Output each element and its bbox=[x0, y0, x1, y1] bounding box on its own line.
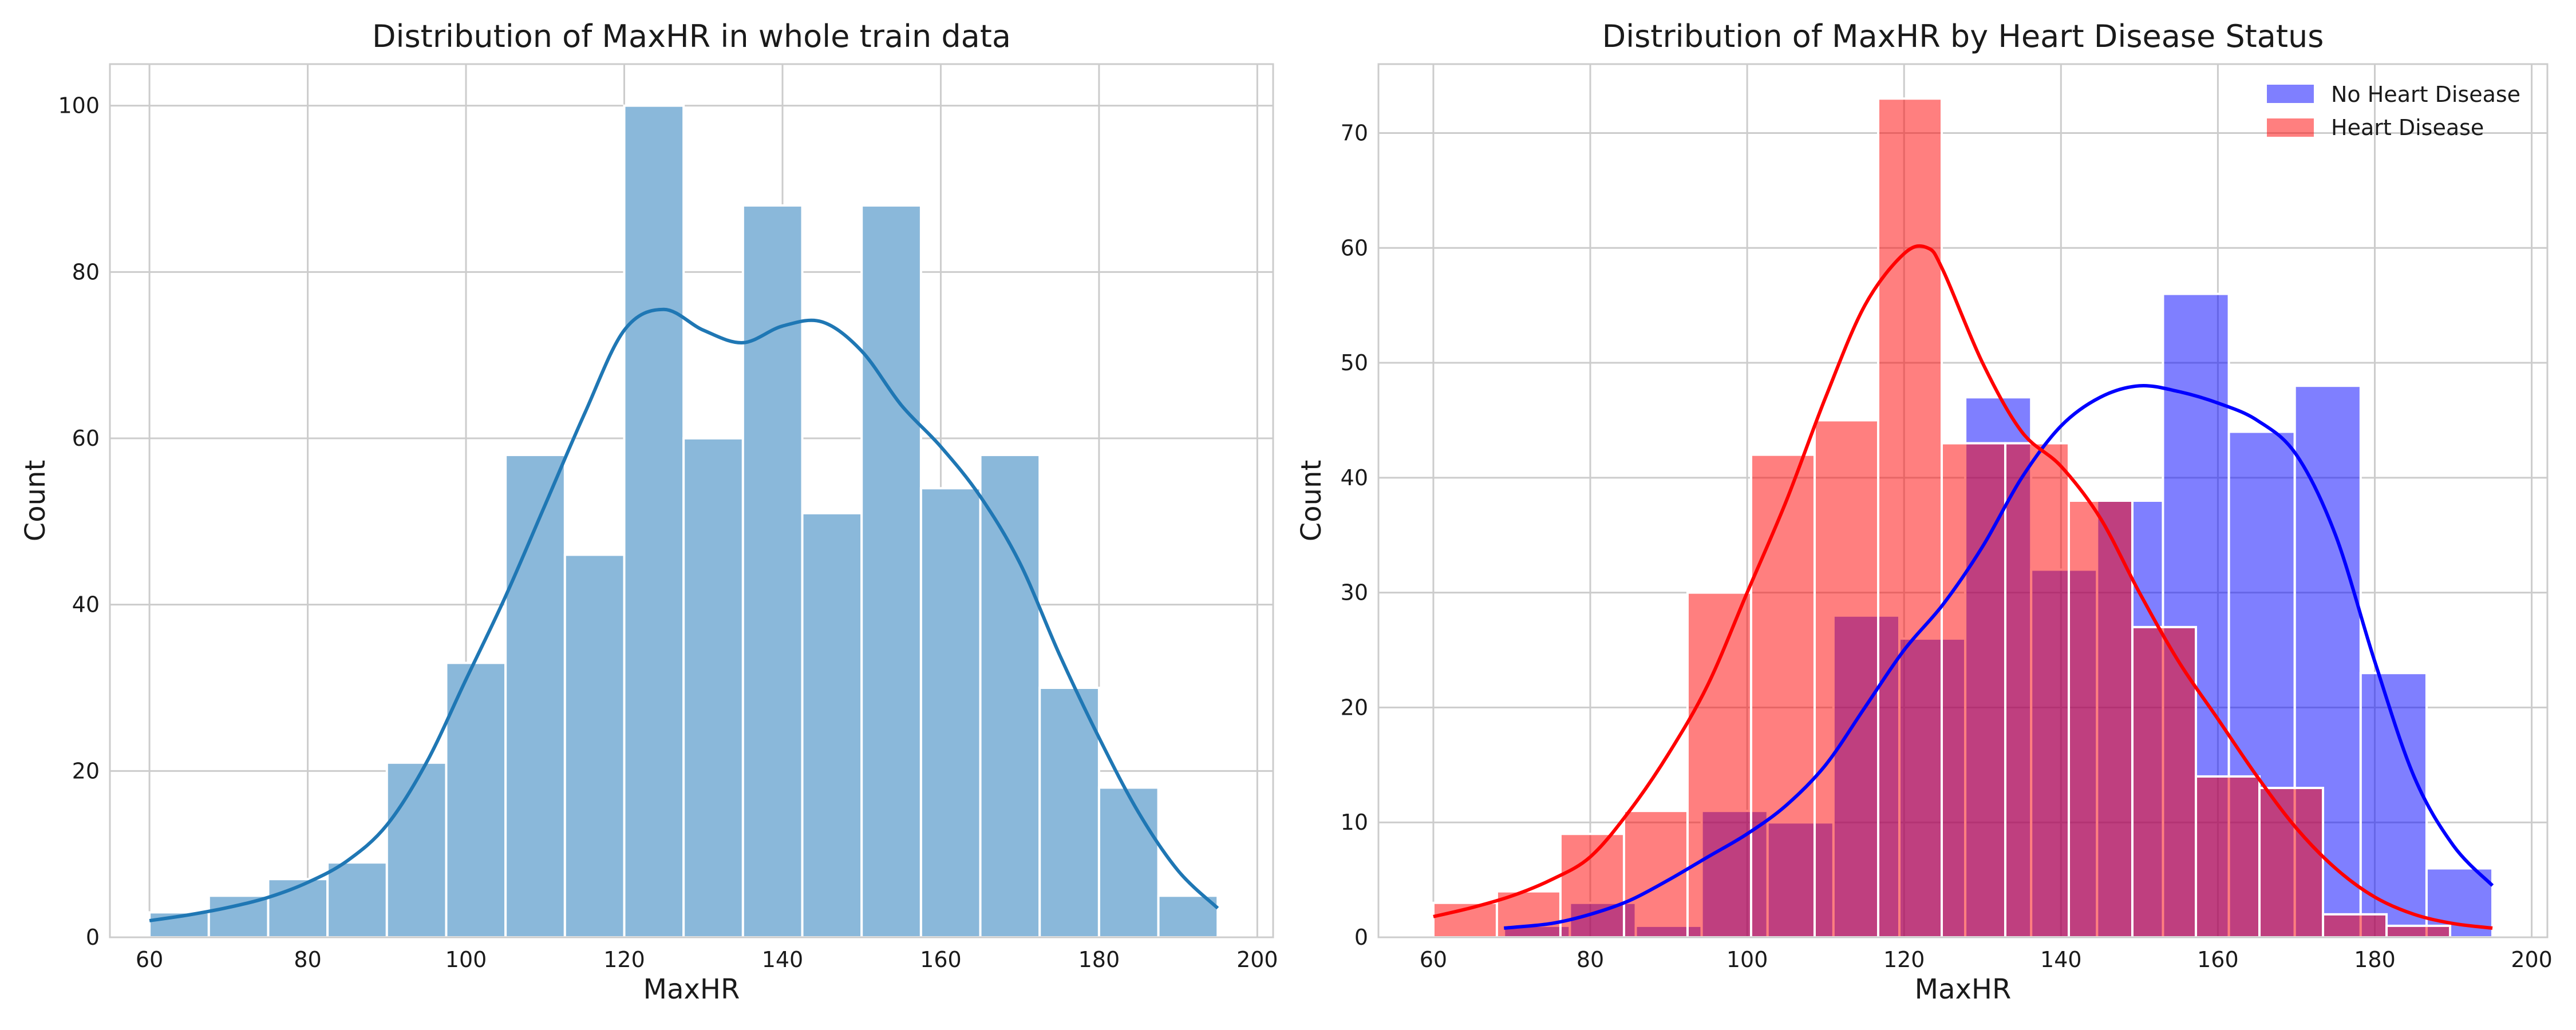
histogram-bar bbox=[2195, 775, 2261, 939]
x-tick-label: 180 bbox=[2354, 947, 2396, 972]
x-tick-label: 120 bbox=[603, 947, 645, 972]
histogram-bar bbox=[1876, 97, 1943, 939]
legend-label-no-heart-disease: No Heart Disease bbox=[2331, 82, 2520, 107]
histogram-bar bbox=[682, 437, 744, 938]
y-tick-label: 60 bbox=[72, 426, 100, 451]
y-tick-label: 70 bbox=[1341, 120, 1368, 145]
histogram-bar bbox=[326, 861, 388, 938]
x-tick-label: 80 bbox=[294, 947, 321, 972]
histogram-bar bbox=[1097, 786, 1160, 939]
histogram-bar bbox=[2359, 672, 2428, 938]
histogram-bar bbox=[1559, 833, 1625, 938]
y-tick-label: 20 bbox=[1341, 695, 1368, 720]
histogram-bar bbox=[623, 104, 685, 939]
histogram-bar bbox=[2068, 500, 2134, 938]
plot-frame bbox=[1377, 63, 2549, 938]
y-tick-label: 40 bbox=[72, 592, 100, 617]
x-tick-label: 200 bbox=[2511, 947, 2553, 972]
y-tick-label: 30 bbox=[1341, 580, 1368, 605]
kde-curves bbox=[149, 307, 1219, 922]
histogram-bar bbox=[741, 204, 804, 939]
kde-curves bbox=[1433, 244, 2494, 930]
plot-frame bbox=[109, 63, 1274, 938]
x-tick-label: 120 bbox=[1883, 947, 1925, 972]
histogram-bar bbox=[979, 454, 1041, 938]
histogram-bar bbox=[1940, 442, 2007, 938]
y-tick-label: 40 bbox=[1341, 465, 1368, 490]
x-tick-label: 160 bbox=[2197, 947, 2239, 972]
chart-title: Distribution of MaxHR in whole train dat… bbox=[372, 18, 1011, 54]
y-tick-label: 50 bbox=[1341, 350, 1368, 375]
x-tick-label: 200 bbox=[1236, 947, 1278, 972]
x-tick-label: 60 bbox=[1420, 947, 1447, 972]
x-tick-labels: 60 80 100 120 140 160 180 200 bbox=[136, 947, 1278, 972]
x-tick-label: 140 bbox=[762, 947, 804, 972]
histogram-bar bbox=[1749, 453, 1816, 938]
histogram-bar bbox=[1038, 687, 1100, 938]
histogram-bar bbox=[267, 878, 329, 939]
histogram-bar bbox=[207, 894, 270, 939]
chart-title: Distribution of MaxHR by Heart Disease S… bbox=[1602, 18, 2324, 54]
x-tick-label: 60 bbox=[136, 947, 163, 972]
y-tick-labels: 0 10 20 30 40 50 60 70 bbox=[1341, 120, 1368, 950]
y-axis-label: Count bbox=[1295, 460, 1327, 542]
histogram-bar bbox=[2385, 924, 2452, 938]
x-axis-label: MaxHR bbox=[643, 973, 740, 1005]
histogram-bar bbox=[563, 553, 626, 938]
legend-swatch-heart-disease bbox=[2267, 118, 2314, 137]
y-tick-label: 60 bbox=[1341, 235, 1368, 260]
x-tick-label: 80 bbox=[1577, 947, 1604, 972]
legend-swatch-no-heart-disease bbox=[2267, 85, 2314, 103]
y-tick-label: 10 bbox=[1341, 810, 1368, 835]
x-tick-label: 100 bbox=[1726, 947, 1768, 972]
x-tick-label: 140 bbox=[2040, 947, 2082, 972]
kde-line bbox=[149, 307, 1219, 922]
y-tick-label: 0 bbox=[1354, 925, 1368, 950]
x-tick-label: 180 bbox=[1078, 947, 1120, 972]
y-tick-label: 20 bbox=[72, 758, 100, 783]
histogram-bar bbox=[1813, 419, 1879, 938]
x-tick-label: 160 bbox=[920, 947, 962, 972]
histogram-bar bbox=[385, 761, 448, 939]
y-axis-label: Count bbox=[19, 460, 52, 542]
histogram-bar bbox=[860, 204, 922, 939]
chart-maxhr-by-heart-disease: Distribution of MaxHR by Heart Disease S… bbox=[1295, 18, 2553, 1005]
histogram-bars bbox=[148, 104, 1219, 939]
histogram-bar bbox=[1686, 591, 1752, 938]
y-tick-label: 100 bbox=[58, 93, 100, 118]
y-tick-labels: 0 20 40 60 80 100 bbox=[58, 93, 100, 950]
x-tick-labels: 60 80 100 120 140 160 180 200 bbox=[1420, 947, 2553, 972]
kde-line bbox=[1503, 383, 2494, 930]
histogram-bar bbox=[2004, 442, 2071, 938]
y-tick-label: 0 bbox=[86, 925, 100, 950]
legend-label-heart-disease: Heart Disease bbox=[2331, 115, 2484, 140]
legend: No Heart Disease Heart Disease bbox=[2267, 82, 2520, 140]
x-tick-label: 100 bbox=[445, 947, 487, 972]
x-axis-label: MaxHR bbox=[1915, 973, 2012, 1005]
histogram-bar bbox=[801, 512, 863, 938]
histogram-bar bbox=[2322, 913, 2388, 939]
histogram-bar bbox=[919, 487, 982, 938]
kde-line bbox=[1433, 244, 2493, 930]
histogram-bar bbox=[2258, 786, 2325, 938]
y-tick-label: 80 bbox=[72, 259, 100, 284]
chart-maxhr-whole-train: Distribution of MaxHR in whole train dat… bbox=[19, 18, 1278, 1005]
